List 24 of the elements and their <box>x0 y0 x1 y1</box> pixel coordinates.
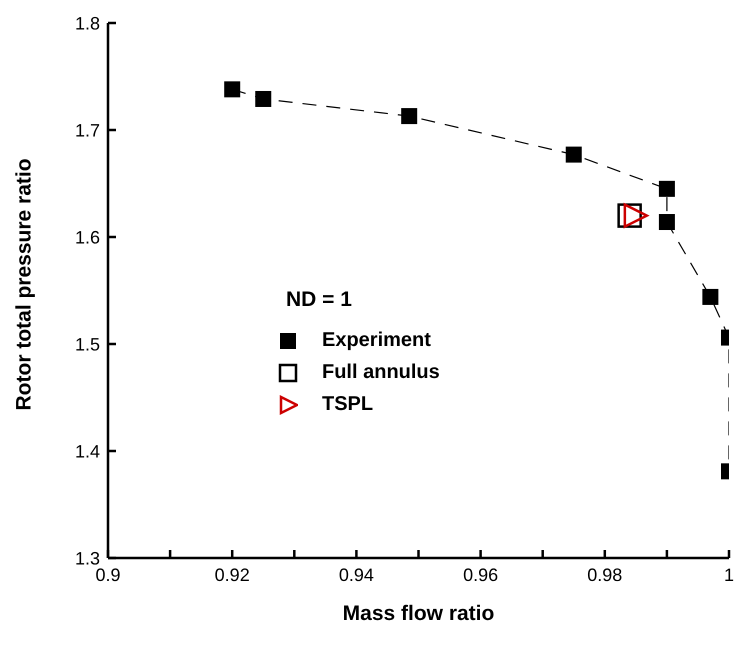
x-tick-label: 0.98 <box>587 564 622 585</box>
point <box>658 214 675 230</box>
y-tick-label: 1.7 <box>74 120 100 140</box>
legend-label: TSPL <box>322 393 374 415</box>
x-tick-label: 1 <box>724 564 734 585</box>
legend-title: ND = 1 <box>286 288 352 312</box>
x-tick-label: 0.94 <box>338 564 374 585</box>
y-tick-label: 1.6 <box>74 227 100 248</box>
y-tick-label: 1.8 <box>74 13 100 34</box>
x-tick-label: 0.96 <box>463 564 498 585</box>
legend-label: Full annulus <box>322 361 440 383</box>
point <box>658 180 675 197</box>
point <box>624 203 648 228</box>
point <box>566 146 582 163</box>
x-tick-label: 0.92 <box>214 564 250 585</box>
point <box>702 288 718 305</box>
point <box>255 90 272 107</box>
point <box>401 108 418 124</box>
x-axis-title: Mass flow ratio <box>342 602 494 625</box>
point <box>224 81 240 98</box>
y-axis-title: Rotor total pressure ratio <box>12 158 36 410</box>
y-tick-label: 1.4 <box>74 441 100 462</box>
legend-label: Experiment <box>322 329 431 351</box>
y-tick-label: 1.5 <box>74 334 100 354</box>
